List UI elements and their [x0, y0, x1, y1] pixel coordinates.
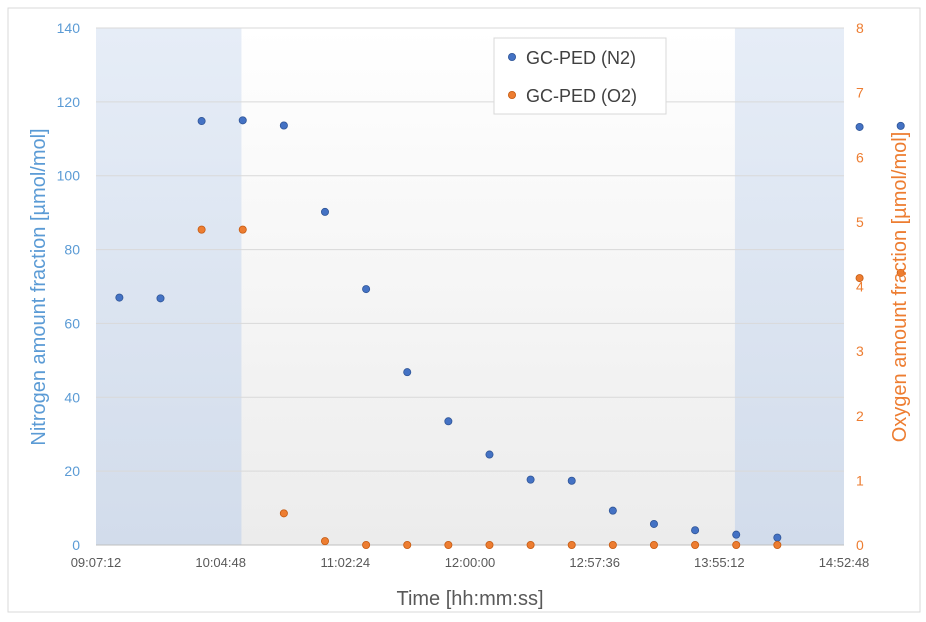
legend-marker-o2 [507, 91, 516, 100]
x-tick-label: 12:00:00 [445, 555, 496, 570]
y2-tick-label: 6 [856, 149, 864, 165]
n2-point-2 [197, 117, 206, 126]
y2-tick-label: 0 [856, 537, 864, 553]
o2-point-3 [320, 537, 329, 546]
y2-tick-label: 5 [856, 214, 864, 230]
n2-point-3 [238, 116, 247, 125]
n2-point-13 [649, 519, 658, 528]
n2-point-0 [115, 293, 124, 302]
y-tick-labels: 0 20 40 60 80 100 120 140 [57, 20, 81, 553]
data-points [115, 116, 905, 550]
shaded-region-1 [734, 28, 844, 545]
n2-point-8 [444, 417, 453, 426]
o2-point-12 [691, 541, 700, 550]
o2-point-14 [773, 541, 782, 550]
legend-marker-n2 [507, 53, 516, 62]
n2-point-19 [896, 121, 905, 130]
y2-tick-label: 8 [856, 20, 864, 36]
y-tick-label: 0 [72, 537, 80, 553]
y-tick-label: 120 [57, 94, 81, 110]
y-tick-label: 80 [64, 242, 80, 258]
o2-point-5 [403, 541, 412, 550]
y2-axis-title: Oxygen amount fraction [µmol/mol] [889, 132, 911, 443]
x-axis-title: Time [hh:mm:ss] [396, 588, 543, 610]
o2-point-8 [526, 541, 535, 550]
legend-label-o2: GC-PED (O2) [526, 86, 637, 106]
o2-point-4 [362, 541, 371, 550]
n2-point-4 [279, 121, 288, 130]
o2-point-13 [732, 541, 741, 550]
o2-point-6 [444, 541, 453, 550]
shaded-region-0 [96, 28, 242, 545]
o2-point-7 [485, 541, 494, 550]
y-tick-label: 140 [57, 20, 81, 36]
y-tick-label: 60 [64, 315, 80, 331]
n2-point-14 [691, 526, 700, 535]
o2-point-10 [608, 541, 617, 550]
legend: GC-PED (N2) GC-PED (O2) [493, 37, 667, 115]
o2-point-11 [649, 541, 658, 550]
y2-tick-label: 7 [856, 85, 864, 101]
n2-point-12 [608, 506, 617, 515]
n2-point-1 [156, 294, 165, 303]
n2-point-6 [362, 285, 371, 294]
o2-point-2 [279, 509, 288, 518]
y2-tick-label: 2 [856, 408, 864, 424]
y2-tick-label: 1 [856, 472, 864, 488]
y-tick-label: 20 [64, 463, 80, 479]
n2-point-16 [773, 533, 782, 542]
x-tick-label: 14:52:48 [819, 555, 870, 570]
o2-point-16 [896, 268, 905, 277]
n2-point-5 [320, 207, 329, 216]
x-tick-label: 09:07:12 [71, 555, 122, 570]
shaded-regions [96, 28, 844, 545]
legend-label-n2: GC-PED (N2) [526, 48, 636, 68]
y2-tick-label: 3 [856, 343, 864, 359]
y-tick-label: 100 [57, 168, 81, 184]
y-tick-label: 40 [64, 389, 80, 405]
gridlines [96, 27, 844, 472]
o2-point-0 [197, 225, 206, 234]
x-tick-label: 12:57:36 [569, 555, 620, 570]
o2-point-15 [855, 274, 864, 283]
n2-point-7 [403, 368, 412, 377]
x-tick-label: 11:02:24 [321, 555, 371, 570]
n2-point-10 [526, 475, 535, 484]
x-tick-labels: 09:07:12 10:04:48 11:02:24 12:00:00 12:57:36… [71, 555, 870, 570]
legend-box [493, 37, 667, 115]
o2-point-9 [567, 541, 576, 550]
n2-point-9 [485, 450, 494, 459]
o2-point-1 [238, 225, 247, 234]
y2-tick-label: 4 [856, 279, 864, 295]
y2-tick-labels: 0 1 2 3 4 5 6 7 8 [856, 20, 864, 553]
n2-point-11 [567, 476, 576, 485]
n2-point-18 [855, 122, 864, 131]
x-tick-label: 13:55:12 [694, 555, 745, 570]
x-tick-label: 10:04:48 [195, 555, 246, 570]
y-axis-title: Nitrogen amount fraction [µmol/mol] [28, 128, 50, 445]
n2-point-15 [732, 530, 741, 539]
